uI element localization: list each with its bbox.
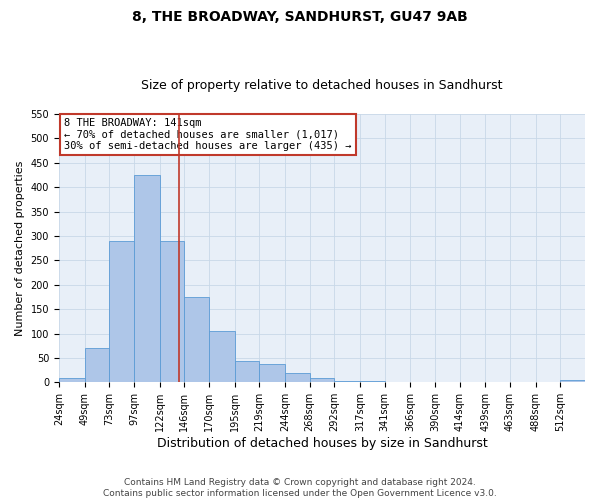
Y-axis label: Number of detached properties: Number of detached properties: [15, 160, 25, 336]
Bar: [184, 297, 209, 382]
X-axis label: Distribution of detached houses by size in Sandhurst: Distribution of detached houses by size …: [157, 437, 487, 450]
Bar: [134, 175, 160, 382]
Bar: [160, 241, 184, 382]
Text: Contains HM Land Registry data © Crown copyright and database right 2024.
Contai: Contains HM Land Registry data © Crown c…: [103, 478, 497, 498]
Bar: [59, 378, 85, 382]
Bar: [285, 372, 310, 382]
Bar: [334, 381, 360, 382]
Text: 8, THE BROADWAY, SANDHURST, GU47 9AB: 8, THE BROADWAY, SANDHURST, GU47 9AB: [132, 10, 468, 24]
Text: 8 THE BROADWAY: 141sqm
← 70% of detached houses are smaller (1,017)
30% of semi-: 8 THE BROADWAY: 141sqm ← 70% of detached…: [64, 118, 352, 151]
Bar: [560, 380, 585, 382]
Bar: [209, 331, 235, 382]
Bar: [310, 378, 334, 382]
Bar: [109, 241, 134, 382]
Bar: [235, 362, 259, 382]
Bar: [85, 348, 109, 382]
Bar: [259, 364, 285, 382]
Title: Size of property relative to detached houses in Sandhurst: Size of property relative to detached ho…: [141, 79, 503, 92]
